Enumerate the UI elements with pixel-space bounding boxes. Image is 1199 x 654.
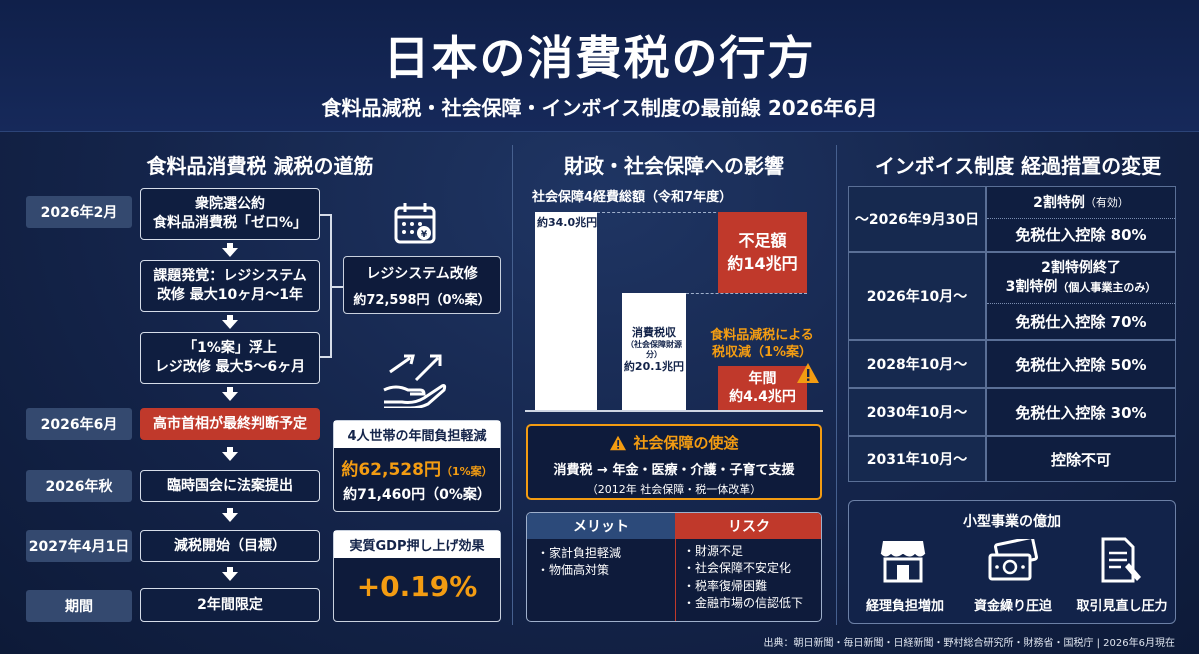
register-card-title: レジシステム改修	[366, 265, 478, 282]
gdp-card: 実質GDP押し上げ効果 +0.19%	[333, 530, 501, 622]
list-item: ・財源不足	[683, 544, 744, 558]
burden-card: 4人世帯の年間負担軽減 約62,528円（1%案） 約71,460円（0%案）	[333, 420, 501, 512]
use-box-line1: 消費税 → 年金・医療・介護・子育て支援	[553, 463, 795, 478]
bar-consumption-tax	[622, 292, 686, 410]
timeline-step: 減税開始（目標）	[140, 530, 320, 562]
page-subtitle: 食料品減税・社会保障・インボイス制度の最前線 2026年6月	[321, 96, 878, 120]
small-biz-item-label: 資金繰り圧迫	[973, 599, 1052, 614]
store-icon	[879, 537, 927, 583]
table-row: 免税仕入控除 50%	[986, 340, 1176, 388]
table-period: 〜2026年9月30日	[848, 186, 986, 252]
svg-text:¥: ¥	[421, 230, 428, 240]
right-heading: インボイス制度 経過措置の変更	[874, 154, 1162, 178]
arrow-down-icon	[222, 315, 238, 329]
left-heading: 食料品消費税 減税の道筋	[146, 154, 374, 178]
timeline-step: 臨時国会に法案提出	[140, 470, 320, 502]
column-divider	[512, 145, 513, 625]
connector-line	[320, 214, 332, 216]
timeline-date: 2027年4月1日	[26, 530, 132, 562]
middle-heading: 財政・社会保障への影響	[564, 154, 784, 178]
small-biz-item-label: 経理負担増加	[865, 599, 944, 614]
document-icon	[1099, 537, 1143, 585]
footer-source: 出典：朝日新聞・毎日新聞・日経新聞・野村総合研究所・財務省・国税庁 | 2026…	[763, 638, 1175, 649]
timeline-step: 衆院選公約 食料品消費税「ゼロ%」	[140, 188, 320, 240]
list-item: ・社会保障不安定化	[683, 561, 792, 576]
list-item: ・家計負担軽減	[537, 546, 622, 560]
connector-line	[330, 286, 344, 288]
calendar-icon: ¥	[392, 200, 438, 246]
tax-cut-label: 食料品減税による 税収減（1%案）	[710, 328, 814, 360]
burden-value-1pct: 約62,528円	[341, 460, 441, 480]
column-divider	[836, 145, 837, 625]
timeline-step: 2年間限定	[140, 588, 320, 622]
gdp-value: +0.19%	[356, 570, 478, 603]
small-biz-item-label: 取引見直し圧力	[1076, 599, 1168, 614]
header-band	[0, 0, 1199, 132]
timeline-date: 2026年6月	[26, 408, 132, 440]
hand-growth-icon	[380, 350, 450, 408]
warning-icon	[796, 362, 820, 384]
cash-icon	[987, 539, 1039, 583]
arrow-down-icon	[222, 567, 238, 581]
timeline-step-highlight: 高市首相が最終判断予定	[140, 408, 320, 440]
connector-line	[320, 356, 332, 358]
merit-title: メリット	[527, 513, 675, 539]
list-item: ・税率復帰困難	[683, 578, 768, 593]
arrow-down-icon	[222, 387, 238, 401]
gdp-card-title: 実質GDP押し上げ効果	[334, 531, 500, 558]
bar-label-tax: 消費税収 （社会保障財源分） 約20.1兆円	[623, 326, 685, 373]
register-card-value: 約72,598円（0%案）	[353, 292, 491, 308]
small-biz-box: 小型事業の億加 経理負担増加 資金繰り圧迫 取引見直し圧力	[848, 500, 1176, 624]
arrow-down-icon	[222, 243, 238, 257]
dashed-guide	[686, 293, 807, 294]
dashed-guide	[597, 212, 807, 213]
burden-value-0pct: 約71,460円（0%案）	[343, 487, 491, 503]
timeline-step: 課題発覚：レジシステム 改修 最大10ヶ月〜1年	[140, 260, 320, 312]
timeline-date: 2026年2月	[26, 196, 132, 228]
table-row: 控除不可	[986, 436, 1176, 482]
chart-label: 社会保障4経費総額（令和7年度）	[532, 190, 733, 205]
table-period: 2026年10月〜	[848, 252, 986, 340]
burden-value-1pct-note: （1%案）	[440, 465, 493, 478]
timeline-step: 「1%案」浮上 レジ改修 最大5〜6ヶ月	[140, 332, 320, 384]
table-row: 2割特例 （有効） 免税仕入控除 80%	[986, 186, 1176, 252]
table-row: 免税仕入控除 30%	[986, 388, 1176, 436]
tax-cut-box: 年間 約4.4兆円	[718, 366, 807, 410]
shortfall-box: 不足額 約14兆円	[718, 212, 807, 293]
bar-social-security-total	[535, 212, 597, 410]
merit-risk-box: メリット リスク ・家計負担軽減 ・物価高対策 ・財源不足 ・社会保障不安定化 …	[526, 512, 822, 622]
small-biz-title: 小型事業の億加	[963, 514, 1061, 530]
register-card: レジシステム改修 約72,598円（0%案）	[343, 256, 501, 314]
table-row: 2割特例終了 3割特例（個人事業主のみ） 免税仕入控除 70%	[986, 252, 1176, 340]
risk-list: ・財源不足 ・社会保障不安定化 ・税率復帰困難 ・金融市場の信認低下	[683, 543, 803, 613]
burden-card-title: 4人世帯の年間負担軽減	[334, 421, 500, 448]
table-period: 2031年10月〜	[848, 436, 986, 482]
list-item: ・金融市場の信認低下	[683, 596, 804, 611]
use-box-title: 社会保障の使途	[633, 434, 739, 452]
warning-icon	[609, 435, 627, 451]
list-item: ・物価高対策	[537, 563, 610, 578]
bar-label-total: 約34.0兆円	[537, 216, 598, 229]
risk-title: リスク	[675, 513, 821, 539]
merit-list: ・家計負担軽減 ・物価高対策	[537, 545, 621, 580]
page-title: 日本の消費税の行方	[383, 31, 816, 85]
timeline-date: 期間	[26, 590, 132, 622]
arrow-down-icon	[222, 447, 238, 461]
social-security-use-box: 社会保障の使途 消費税 → 年金・医療・介護・子育て支援 （2012年 社会保障…	[526, 424, 822, 500]
arrow-down-icon	[222, 508, 238, 522]
table-period: 2030年10月〜	[848, 388, 986, 436]
table-period: 2028年10月〜	[848, 340, 986, 388]
use-box-line2: （2012年 社会保障・税一体改革）	[586, 483, 762, 496]
chart-baseline	[525, 410, 823, 412]
timeline-date: 2026年秋	[26, 470, 132, 502]
